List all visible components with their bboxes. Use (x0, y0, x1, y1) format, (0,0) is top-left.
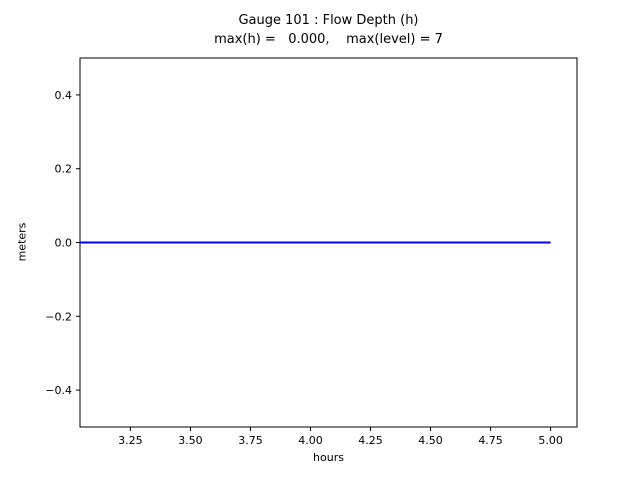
x-tick-label: 3.25 (118, 434, 143, 447)
y-tick-label: 0.4 (55, 89, 73, 102)
x-tick-label: 4.25 (358, 434, 383, 447)
chart-subtitle: max(h) = 0.000, max(level) = 7 (214, 32, 443, 47)
y-axis-label: meters (15, 222, 29, 262)
x-tick-label: 4.50 (418, 434, 443, 447)
y-tick-label: 0.0 (55, 237, 73, 250)
y-tick-label: −0.2 (45, 310, 72, 323)
x-tick-label: 4.00 (298, 434, 323, 447)
x-tick-label: 4.75 (478, 434, 503, 447)
y-tick-label: −0.4 (45, 384, 72, 397)
chart-title: Gauge 101 : Flow Depth (h) (238, 13, 419, 28)
y-tick-label: 0.2 (55, 163, 73, 176)
x-tick-label: 5.00 (538, 434, 563, 447)
x-tick-label: 3.50 (178, 434, 203, 447)
x-tick-label: 3.75 (238, 434, 263, 447)
x-axis-label: hours (313, 451, 344, 464)
